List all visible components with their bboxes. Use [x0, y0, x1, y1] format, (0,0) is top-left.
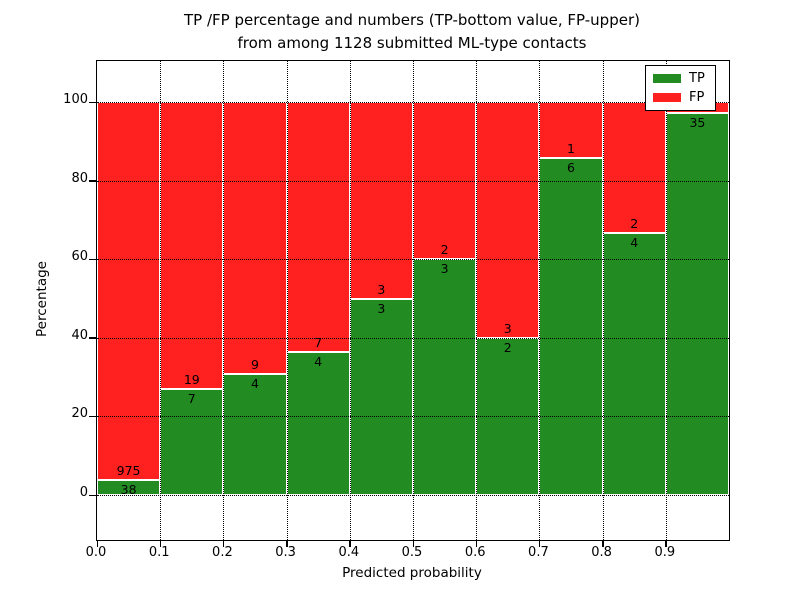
fp-count-label: 19	[183, 372, 200, 388]
v-gridline-0.1	[160, 61, 162, 540]
tp-count-label: 3	[440, 261, 449, 277]
bar-segment-fp-0.0-0.1	[97, 102, 161, 481]
y-tick-label: 0	[79, 485, 88, 500]
x-tick-label: 0.1	[148, 545, 170, 560]
legend-row-tp: TP	[653, 72, 708, 85]
bar-segment-fp-0.4-0.5	[349, 102, 413, 299]
bar-segment-tp-0.5-0.6	[413, 259, 477, 495]
bar-segment-tp-0.4-0.5	[349, 298, 413, 495]
fp-count-label: 1	[567, 141, 575, 157]
x-tick-0.3	[286, 540, 288, 547]
y-tick-label: 80	[71, 170, 88, 186]
x-tick-0.0	[96, 540, 98, 547]
x-axis-label: Predicted probability	[342, 565, 482, 581]
bar-segment-fp-0.1-0.2	[160, 102, 224, 390]
x-tick-0.2	[222, 540, 225, 547]
bar-segment-tp-0.9-1.0	[665, 112, 729, 495]
plot-area: 9753819794743323321624135	[89, 60, 730, 547]
y-tick-100	[89, 101, 96, 103]
tp-count-label: 4	[251, 376, 259, 392]
x-tick-label: 0.9	[654, 545, 676, 560]
bar-segment-tp-0.7-0.8	[539, 158, 603, 495]
x-tick-0.6	[475, 540, 478, 547]
tp-count-label: 38	[120, 482, 137, 498]
bar-segment-fp-0.2-0.3	[223, 102, 287, 375]
y-tick-40	[89, 337, 96, 339]
x-tick-label: 0.3	[275, 545, 296, 560]
tp-count-label: 7	[187, 391, 196, 407]
bar-segment-tp-0.8-0.9	[602, 233, 666, 495]
y-axis-label: Percentage	[34, 261, 50, 337]
y-tick-0	[89, 494, 96, 496]
tp-count-label: 4	[314, 354, 323, 370]
fp-count-label: 3	[377, 281, 386, 297]
bar-segment-tp-0.3-0.4	[286, 352, 350, 495]
bar-segment-fp-0.8-0.9	[602, 102, 666, 233]
fp-count-label: 2	[440, 242, 449, 258]
x-tick-label: 0.5	[401, 545, 423, 560]
x-tick-0.4	[349, 540, 351, 547]
x-tick-label: 0.8	[591, 545, 612, 560]
tp-count-label: 6	[567, 160, 575, 176]
x-tick-0.1	[159, 540, 162, 547]
v-gridline-0.6	[476, 61, 478, 540]
bar-segment-tp-0.0-0.1	[97, 480, 161, 495]
x-tick-label: 0.0	[85, 545, 107, 560]
x-tick-label: 0.4	[338, 545, 360, 560]
x-tick-label: 0.7	[528, 545, 549, 560]
chart-title-line2: from among 1128 submitted ML-type contac…	[237, 34, 587, 52]
y-tick-20	[89, 415, 96, 418]
bar-segment-tp-0.1-0.2	[160, 389, 224, 495]
legend-label: TP	[689, 71, 705, 86]
v-gridline-0.7	[539, 61, 541, 540]
tp-count-label: 4	[630, 235, 639, 250]
y-tick-label: 20	[71, 406, 88, 422]
legend-swatch-fp-icon	[653, 93, 681, 102]
fp-count-label: 9	[251, 357, 259, 373]
y-tick-label: 100	[63, 92, 88, 107]
x-tick-label: 0.2	[212, 545, 233, 560]
y-tick-label: 40	[71, 327, 88, 343]
tp-count-label: 3	[377, 300, 386, 316]
x-tick-0.9	[665, 540, 667, 547]
bar-segment-fp-0.3-0.4	[286, 102, 350, 353]
legend-swatch-tp-icon	[653, 74, 681, 83]
fp-count-label: 975	[116, 463, 141, 479]
chart-title-line1: TP /FP percentage and numbers (TP-bottom…	[184, 11, 640, 29]
x-tick-0.8	[602, 540, 604, 547]
v-gridline-0.3	[286, 61, 288, 540]
x-tick-label: 0.6	[464, 545, 486, 560]
bar-segment-fp-0.6-0.7	[476, 102, 540, 338]
tp-count-label: 2	[503, 339, 512, 355]
chart-title: TP /FP percentage and numbers (TP-bottom…	[96, 9, 728, 55]
legend-label: FP	[689, 90, 705, 105]
y-tick-label: 60	[71, 249, 88, 265]
legend: TP FP	[645, 65, 716, 111]
legend-row-fp: FP	[653, 91, 708, 104]
v-gridline-0.4	[349, 61, 351, 540]
bar-segment-tp-0.2-0.3	[223, 374, 287, 495]
fp-count-label: 7	[314, 335, 323, 351]
v-gridline-0.5	[413, 61, 414, 540]
v-gridline-0.2	[223, 61, 225, 540]
fp-count-label: 2	[630, 216, 639, 231]
y-tick-60	[89, 258, 96, 261]
v-gridline-0.9	[665, 61, 667, 540]
fp-count-label: 3	[503, 320, 512, 336]
y-tick-80	[89, 180, 96, 182]
tp-count-label: 35	[689, 114, 706, 130]
x-tick-0.5	[412, 540, 414, 547]
x-tick-0.7	[538, 540, 541, 547]
v-gridline-0.8	[602, 61, 604, 540]
